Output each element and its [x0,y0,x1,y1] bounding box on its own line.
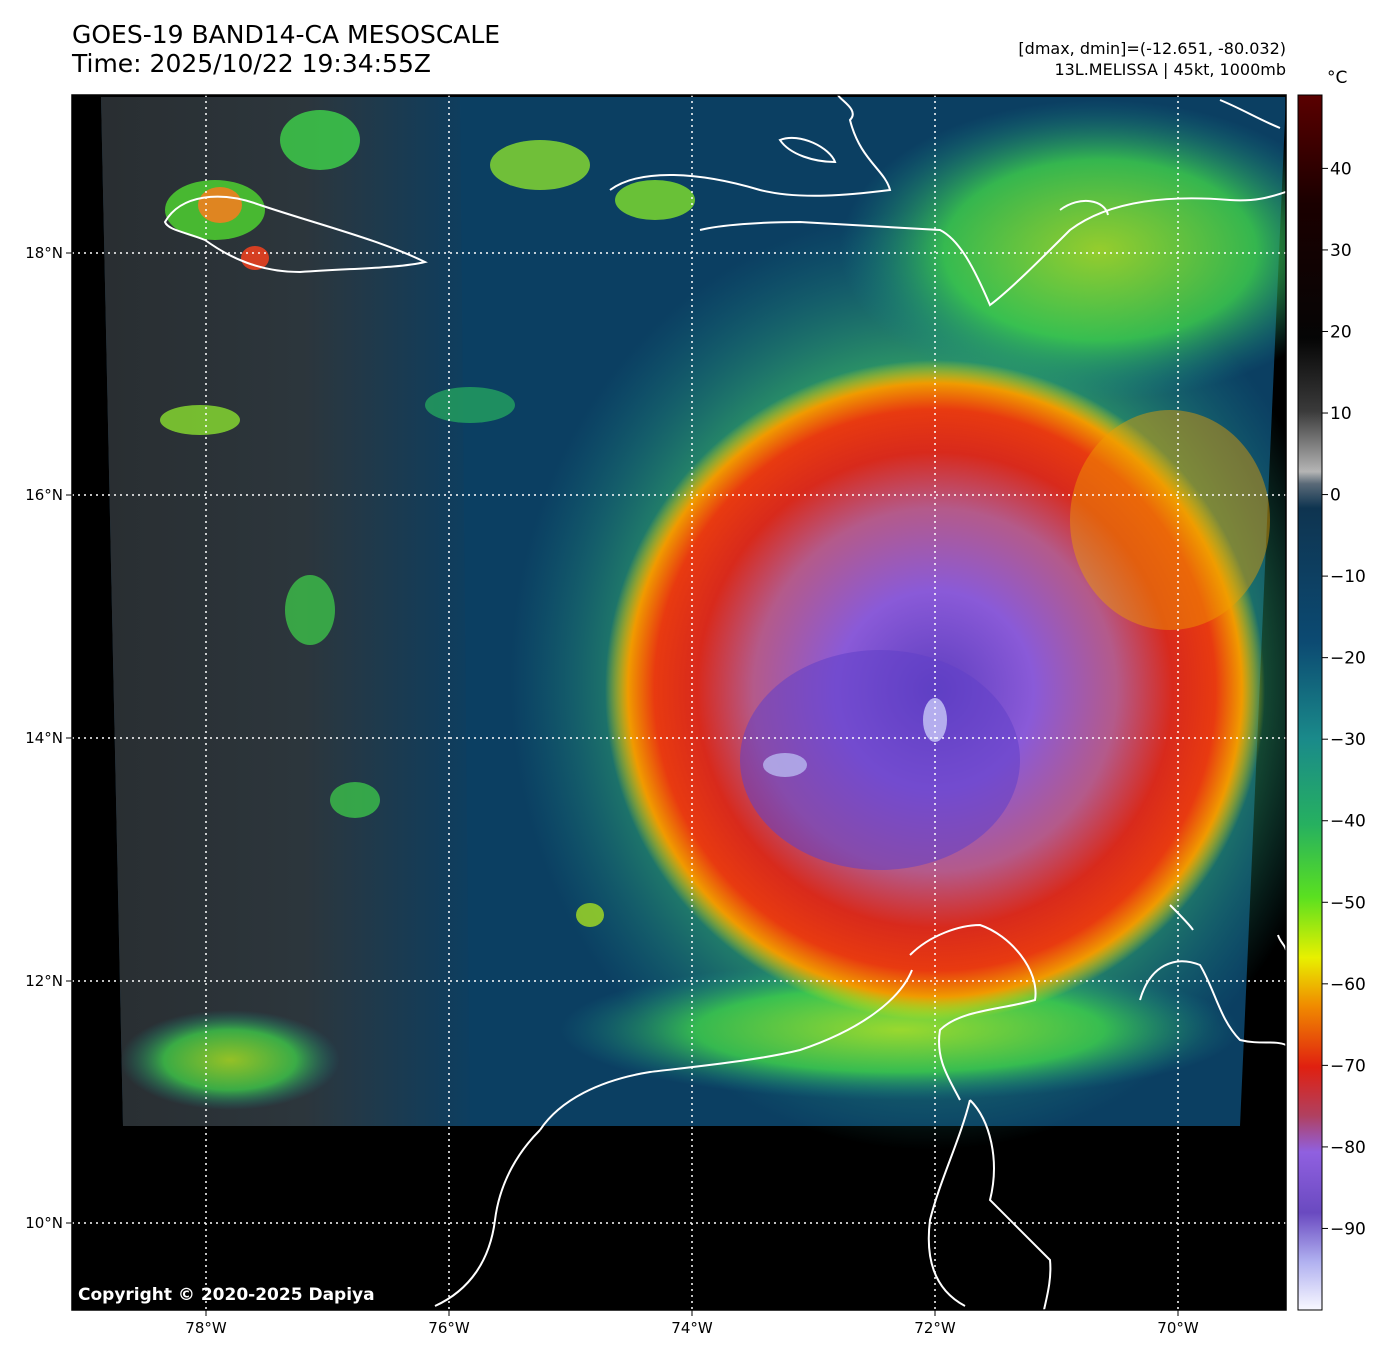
east-outflow [1070,410,1270,630]
storm-info: [dmax, dmin]=(-12.651, -80.032) 13L.MELI… [1018,38,1286,80]
convection-spot [241,246,269,270]
plot-frame [71,94,1287,1311]
colorbar-tick-label: −90 [1330,1219,1366,1239]
colorbar-unit: °C [1327,68,1348,88]
coastlines [163,95,1286,1310]
colorbar-tick-label: 0 [1330,486,1341,506]
colorbar-tick-label: 30 [1330,241,1352,261]
lon-labels: 78°W 76°W 74°W 72°W 70°W [185,1319,1199,1337]
colorbar-tick-label: 10 [1330,404,1352,424]
colorbar-tick-label: −20 [1330,649,1366,669]
colorbar-tick-label: −70 [1330,1056,1366,1076]
colorbar-tick-label: −60 [1330,975,1366,995]
northeast-clouds [840,100,1286,400]
convection-spot [330,782,380,818]
convection-spot [576,903,604,927]
convection-spot [615,180,695,220]
lat-label-14n: 14°N [25,729,63,747]
figure-title: GOES-19 BAND14-CA MESOSCALE Time: 2025/1… [72,20,500,78]
lon-label-74w: 74°W [671,1319,713,1337]
convection-spot [198,187,242,223]
lon-label-72w: 72°W [914,1319,956,1337]
colorbar-tick-label: −10 [1330,567,1366,587]
south-band [560,960,1240,1100]
colorbar-tick-label: 20 [1330,322,1352,342]
copyright-text: Copyright © 2020-2025 Dapiya [78,1285,375,1305]
lat-label-16n: 16°N [25,486,63,504]
data-range-text: [dmax, dmin]=(-12.651, -80.032) [1018,39,1286,58]
colorbar-tick-label: −50 [1330,893,1366,913]
overshooting-top-1 [763,753,807,777]
lat-label-18n: 18°N [25,244,63,262]
lat-label-10n: 10°N [25,1214,63,1232]
colorbar-tick-label: −40 [1330,812,1366,832]
gridlines [72,95,1286,1310]
lon-label-78w: 78°W [185,1319,227,1337]
coldest-tops [740,650,1020,870]
colorbar-tick-label: −80 [1330,1138,1366,1158]
storm-name-text: 13L.MELISSA | 45kt, 1000mb [1054,60,1286,79]
lat-label-12n: 12°N [25,972,63,990]
title-time: Time: 2025/10/22 19:34:55Z [72,49,431,78]
lat-labels: 18°N 16°N 14°N 12°N 10°N [25,244,63,1232]
colorbar-ticks: 40 30 20 10 0 −10 −20 −30 −40 −50 −60 −70 −80 −90 [1322,159,1366,1239]
title-product: GOES-19 BAND14-CA MESOSCALE [72,20,501,49]
colorbar [1297,94,1323,1311]
convection-spot [280,110,360,170]
convection-spot [425,387,515,423]
colorbar-tick-label: −30 [1330,730,1366,750]
southwest-clouds [120,1010,340,1110]
convection-spot [490,140,590,190]
axis-ticks [66,252,1179,1316]
convection-spot [285,575,335,645]
lon-label-70w: 70°W [1157,1319,1199,1337]
colorbar-tick-label: 40 [1330,159,1352,179]
lon-label-76w: 76°W [428,1319,470,1337]
convection-spot [160,405,240,435]
